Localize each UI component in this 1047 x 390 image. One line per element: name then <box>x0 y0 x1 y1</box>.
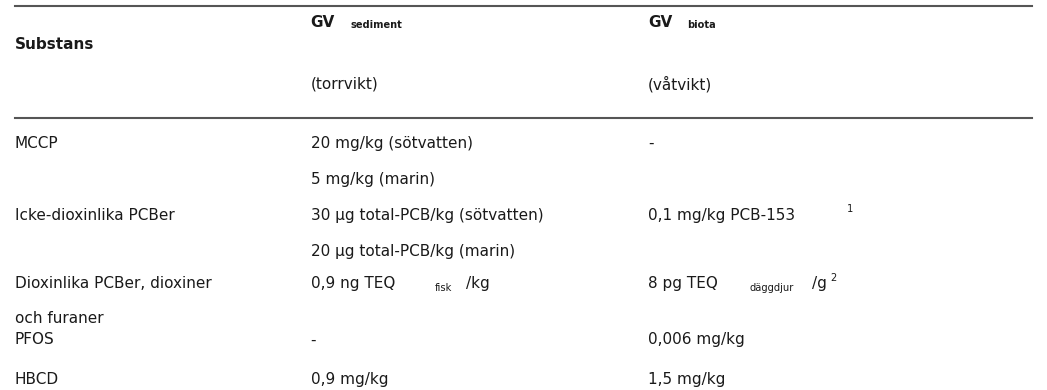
Text: 0,9 mg/kg: 0,9 mg/kg <box>311 372 388 387</box>
Text: /kg: /kg <box>466 277 490 291</box>
Text: 20 µg total-PCB/kg (marin): 20 µg total-PCB/kg (marin) <box>311 244 515 259</box>
Text: 1: 1 <box>847 204 853 215</box>
Text: 0,1 mg/kg PCB-153: 0,1 mg/kg PCB-153 <box>648 208 796 223</box>
Text: -: - <box>648 136 653 151</box>
Text: GV: GV <box>648 15 672 30</box>
Text: Dioxinlika PCBer, dioxiner: Dioxinlika PCBer, dioxiner <box>15 277 211 291</box>
Text: (torrvikt): (torrvikt) <box>311 76 378 91</box>
Text: 8 pg TEQ: 8 pg TEQ <box>648 277 718 291</box>
Text: däggdjur: däggdjur <box>750 283 795 293</box>
Text: biota: biota <box>688 20 716 30</box>
Text: 30 µg total-PCB/kg (sötvatten): 30 µg total-PCB/kg (sötvatten) <box>311 208 543 223</box>
Text: och furaner: och furaner <box>15 311 104 326</box>
Text: 5 mg/kg (marin): 5 mg/kg (marin) <box>311 172 435 187</box>
Text: fisk: fisk <box>436 283 452 293</box>
Text: -: - <box>311 332 316 347</box>
Text: 20 mg/kg (sötvatten): 20 mg/kg (sötvatten) <box>311 136 472 151</box>
Text: 2: 2 <box>830 273 837 283</box>
Text: 1,5 mg/kg: 1,5 mg/kg <box>648 372 726 387</box>
Text: 0,9 ng TEQ: 0,9 ng TEQ <box>311 277 395 291</box>
Text: GV: GV <box>311 15 335 30</box>
Text: 0,006 mg/kg: 0,006 mg/kg <box>648 332 744 347</box>
Text: Icke-dioxinlika PCBer: Icke-dioxinlika PCBer <box>15 208 174 223</box>
Text: (våtvikt): (våtvikt) <box>648 76 712 93</box>
Text: PFOS: PFOS <box>15 332 54 347</box>
Text: MCCP: MCCP <box>15 136 59 151</box>
Text: HBCD: HBCD <box>15 372 59 387</box>
Text: /g: /g <box>812 277 827 291</box>
Text: Substans: Substans <box>15 37 94 51</box>
Text: sediment: sediment <box>350 20 402 30</box>
